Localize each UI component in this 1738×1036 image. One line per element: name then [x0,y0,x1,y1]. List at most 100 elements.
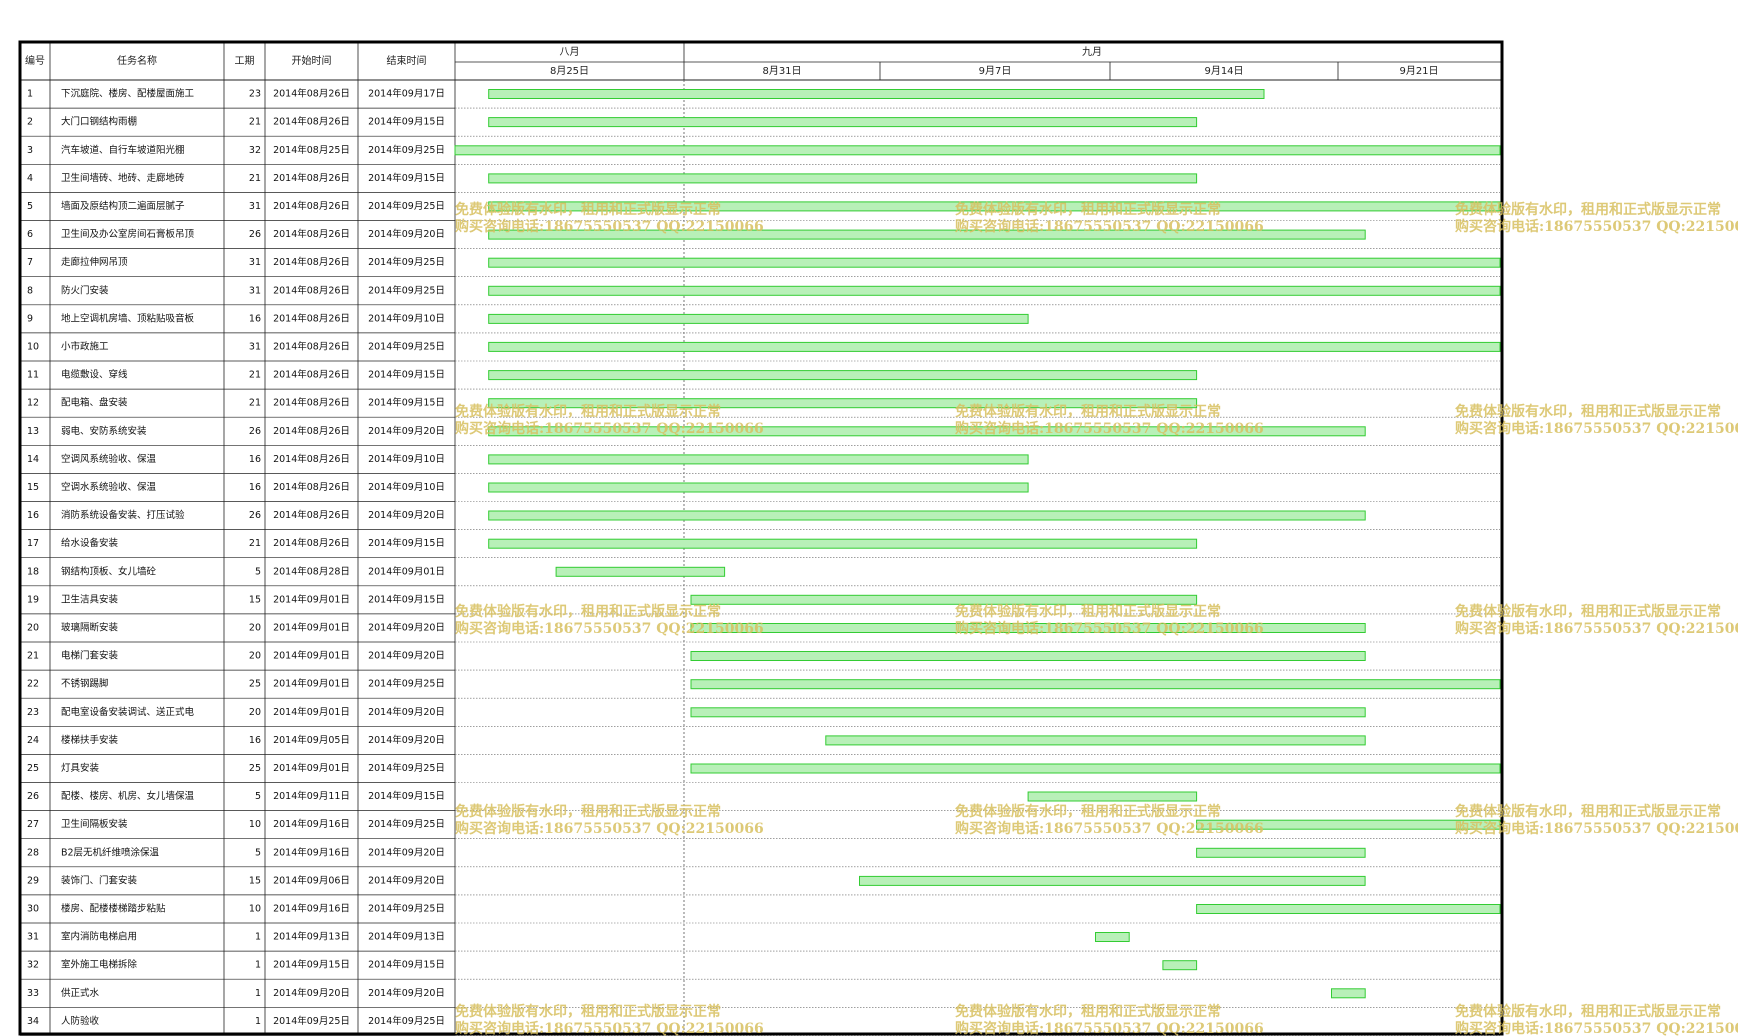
watermark-line2: 购买咨询电话:18675550537 QQ:22150066 [1455,218,1738,235]
watermark-line2: 购买咨询电话:18675550537 QQ:22150066 [955,218,1264,235]
week-label: 9月21日 [1399,65,1438,77]
task-end: 2014年09月15日 [368,790,445,802]
col-header-name: 任务名称 [117,54,157,67]
task-id: 31 [27,932,39,943]
task-id: 20 [27,622,39,633]
task-name: 供正式水 [61,987,100,999]
task-end: 2014年09月20日 [368,846,445,858]
task-id: 1 [27,89,33,100]
task-start: 2014年08月26日 [273,425,350,437]
task-end: 2014年09月25日 [368,144,445,156]
week-label: 9月14日 [1204,65,1243,77]
task-id: 23 [27,707,39,718]
task-name: 钢结构顶板、女儿墙砼 [61,565,157,577]
task-start: 2014年09月16日 [273,902,350,914]
watermark-line2: 购买咨询电话:18675550537 QQ:22150066 [1455,820,1738,837]
task-start: 2014年09月25日 [273,1015,350,1027]
task-start: 2014年09月01日 [273,650,350,662]
task-duration: 21 [249,398,261,409]
task-duration: 15 [249,594,261,605]
task-name: 室外施工电梯拆除 [61,959,138,971]
task-id: 26 [27,791,39,802]
watermark-line2: 购买咨询电话:18675550537 QQ:22150066 [1455,620,1738,637]
task-start: 2014年09月01日 [273,762,350,774]
task-bar [1196,847,1366,858]
task-start: 2014年08月26日 [273,256,350,268]
task-duration: 10 [249,903,261,914]
watermark-line2: 购买咨询电话:18675550537 QQ:22150066 [955,1020,1264,1036]
task-name: 卫生间隔板安装 [61,818,128,830]
task-duration: 31 [249,341,261,352]
task-name: 空调风系统验收、保温 [61,453,157,465]
task-duration: 16 [249,482,261,493]
task-start: 2014年08月26日 [273,172,350,184]
task-end: 2014年09月25日 [368,1015,445,1027]
task-duration: 26 [249,426,261,437]
task-name: 不锈钢踢脚 [61,678,109,690]
task-start: 2014年08月26日 [273,284,350,296]
task-duration: 16 [249,313,261,324]
task-bar [488,313,1029,324]
watermark-line2: 购买咨询电话:18675550537 QQ:22150066 [955,420,1264,437]
week-label: 8月25日 [550,65,589,77]
task-start: 2014年09月01日 [273,678,350,690]
watermark-line1: 免费体验版有水印，租用和正式版显示正常 [1455,603,1721,620]
task-start: 2014年08月25日 [273,144,350,156]
week-label: 9月7日 [979,65,1012,77]
task-duration: 31 [249,285,261,296]
task-id: 22 [27,679,39,690]
watermark-line2: 购买咨询电话:18675550537 QQ:22150066 [455,218,764,235]
watermark-line1: 免费体验版有水印，租用和正式版显示正常 [455,403,721,420]
task-duration: 16 [249,735,261,746]
task-start: 2014年09月20日 [273,987,350,999]
watermark-line1: 免费体验版有水印，租用和正式版显示正常 [455,1003,721,1020]
task-name: 小市政施工 [61,340,109,352]
watermark-line2: 购买咨询电话:18675550537 QQ:22150066 [1455,420,1738,437]
task-duration: 26 [249,229,261,240]
task-id: 24 [27,735,39,746]
task-name: 楼梯扶手安装 [61,734,119,746]
task-end: 2014年09月25日 [368,256,445,268]
task-end: 2014年09月15日 [368,537,445,549]
task-duration: 5 [255,847,261,858]
task-id: 15 [27,482,39,493]
watermark-line2: 购买咨询电话:18675550537 QQ:22150066 [455,620,764,637]
task-start: 2014年09月01日 [273,706,350,718]
task-bar [488,89,1265,99]
task-id: 13 [27,426,39,437]
task-start: 2014年09月13日 [273,931,350,943]
task-duration: 21 [249,117,261,128]
task-bar [1027,791,1198,802]
task-end: 2014年09月20日 [368,706,445,718]
task-end: 2014年09月25日 [368,200,445,212]
task-bar [1331,988,1366,999]
watermark-line1: 免费体验版有水印，租用和正式版显示正常 [955,1003,1221,1020]
task-end: 2014年09月15日 [368,172,445,184]
task-id: 6 [27,229,33,240]
task-id: 18 [27,566,39,577]
task-end: 2014年09月20日 [368,987,445,999]
col-header-id: 编号 [25,54,45,67]
task-end: 2014年09月10日 [368,453,445,465]
task-bar [454,145,1501,156]
col-header-duration: 工期 [235,55,255,67]
task-duration: 21 [249,173,261,184]
task-id: 9 [27,313,33,324]
task-end: 2014年09月25日 [368,340,445,352]
task-start: 2014年08月26日 [273,340,350,352]
task-bar [555,566,726,577]
task-end: 2014年09月13日 [368,931,445,943]
task-duration: 15 [249,875,261,886]
watermark-line2: 购买咨询电话:18675550537 QQ:22150066 [455,420,764,437]
task-name: 弱电、安防系统安装 [61,425,147,437]
task-end: 2014年09月15日 [368,116,445,128]
task-duration: 31 [249,201,261,212]
month-label: 九月 [1082,46,1102,58]
task-name: 大门口钢结构雨棚 [61,116,137,128]
task-bar [488,510,1366,521]
task-bar [488,454,1029,465]
watermark-line2: 购买咨询电话:18675550537 QQ:22150066 [455,820,764,837]
task-name: 走廊拉伸网吊顶 [61,256,128,268]
